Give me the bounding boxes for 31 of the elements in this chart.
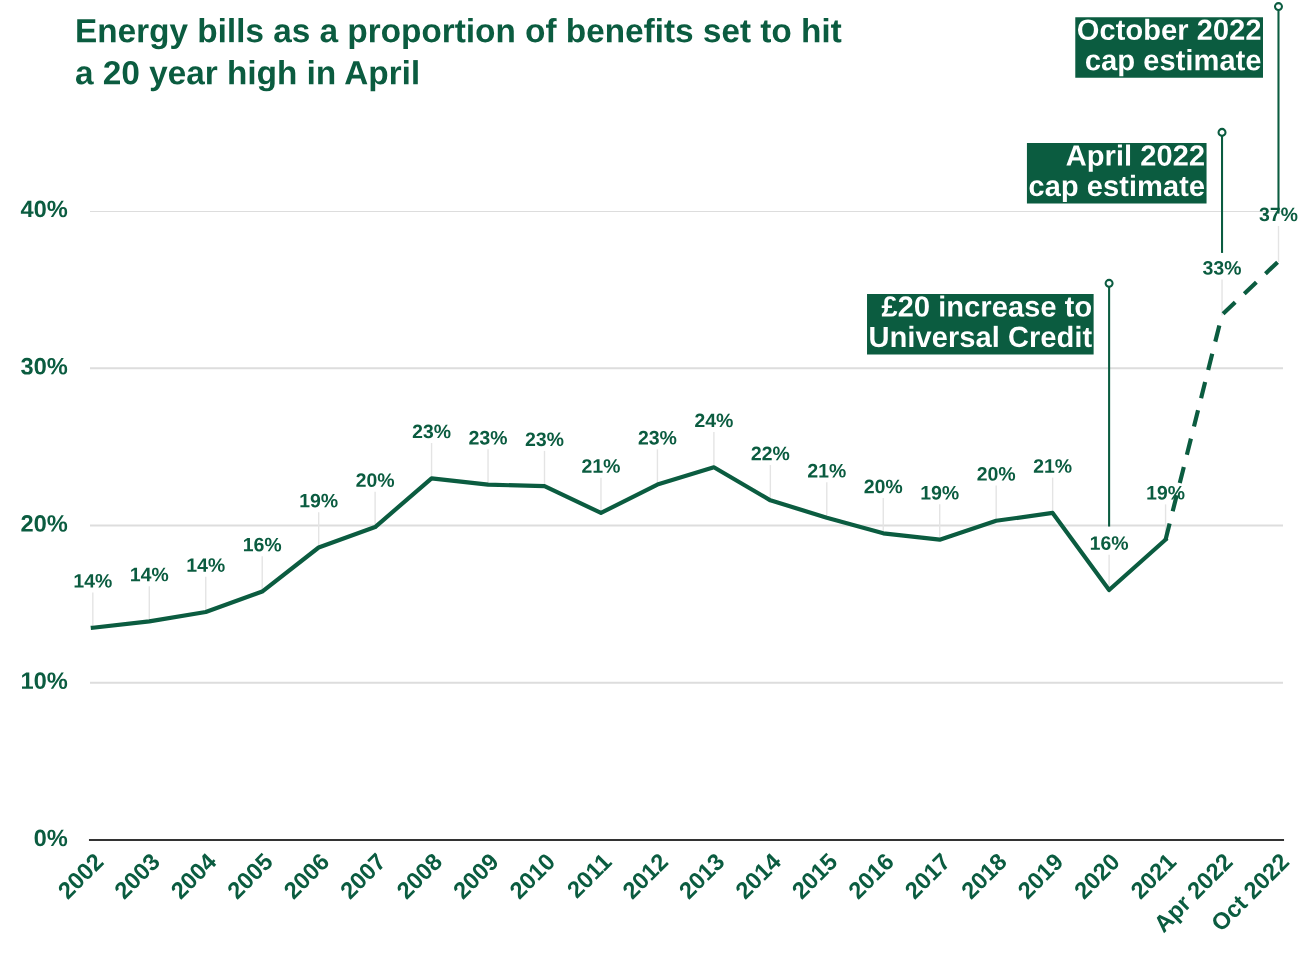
data-label: 20% xyxy=(356,473,395,488)
y-tick-label: 20% xyxy=(21,515,68,532)
data-label: 23% xyxy=(525,432,564,447)
chart-title: Energy bills as a proportion of benefits set to hit a 20 year high in April xyxy=(75,18,842,92)
text: April 2022 cap estimate xyxy=(1029,144,1205,203)
data-label: 16% xyxy=(243,537,282,552)
data-label: 21% xyxy=(582,459,620,473)
data-label: 20% xyxy=(864,479,903,494)
data-label: 14% xyxy=(187,558,225,572)
data-label: 33% xyxy=(1203,261,1241,275)
text: October 2022 cap estimate xyxy=(1077,18,1261,77)
data-label: 21% xyxy=(808,463,846,478)
data-label: 23% xyxy=(412,424,451,439)
y-tick-label: 30% xyxy=(21,357,68,375)
annotation: £20 increase to Universal Credit xyxy=(870,295,1092,348)
data-label: 19% xyxy=(1147,485,1185,500)
data-label: 22% xyxy=(751,446,790,461)
data-label: 20% xyxy=(977,467,1016,481)
data-label: 16% xyxy=(1090,536,1129,550)
y-tick-label: 0% xyxy=(34,829,68,847)
data-label: 14% xyxy=(74,573,112,588)
data-label: 37% xyxy=(1259,207,1298,222)
data-label: 19% xyxy=(921,485,959,500)
y-tick-label: 10% xyxy=(22,672,68,690)
data-label: 23% xyxy=(638,430,677,445)
data-label: 21% xyxy=(1033,459,1072,473)
data-label: 24% xyxy=(695,413,733,428)
data-label: 23% xyxy=(469,430,507,445)
data-label: 19% xyxy=(300,493,338,508)
data-label: 14% xyxy=(131,567,169,582)
y-tick-label: 40% xyxy=(20,200,68,218)
